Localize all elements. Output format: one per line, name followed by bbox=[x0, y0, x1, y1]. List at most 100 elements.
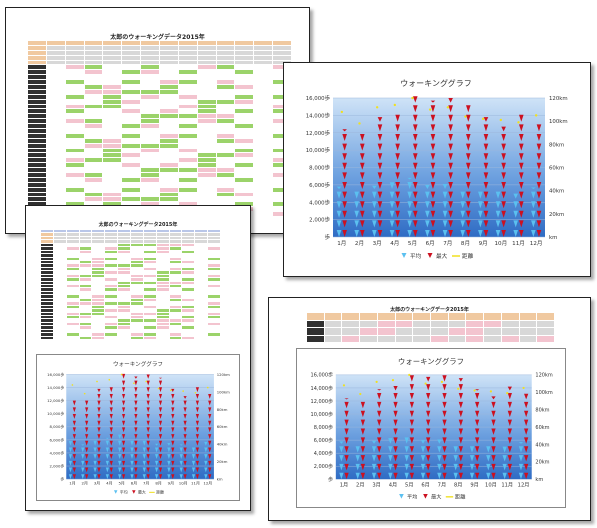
table-cell bbox=[156, 329, 170, 334]
bar-mark-avg bbox=[354, 220, 359, 228]
table-cell bbox=[254, 202, 274, 208]
y-right-tick-label: km bbox=[535, 477, 543, 483]
table-cell bbox=[103, 65, 123, 71]
bar-mark-max bbox=[466, 172, 471, 180]
bar-mark-max bbox=[536, 182, 542, 189]
table-cell bbox=[105, 264, 119, 268]
bar-mark-max bbox=[146, 400, 150, 406]
table-cell bbox=[66, 295, 80, 299]
bar-mark-max bbox=[475, 401, 480, 409]
x-tick-label: 12月 bbox=[530, 240, 543, 247]
table-cell bbox=[254, 182, 274, 188]
bar-mark-max bbox=[158, 440, 163, 446]
table-cell bbox=[103, 109, 123, 115]
table-cell bbox=[501, 320, 520, 328]
table-cell bbox=[216, 153, 236, 159]
table-cell bbox=[92, 302, 106, 306]
table-cell bbox=[103, 182, 123, 188]
bar-mark-max bbox=[430, 153, 436, 161]
table-cell bbox=[235, 158, 255, 164]
bar-mark-avg bbox=[531, 191, 536, 199]
table-cell bbox=[122, 45, 142, 51]
bar-mark-max bbox=[491, 463, 496, 471]
table-cell bbox=[143, 298, 157, 303]
table-cell bbox=[448, 328, 467, 336]
bar-mark-avg bbox=[531, 187, 536, 189]
table-cell bbox=[28, 138, 47, 144]
table-cell bbox=[156, 288, 170, 292]
table-cell bbox=[28, 187, 47, 193]
table-cell bbox=[41, 240, 54, 244]
table-cell bbox=[92, 247, 106, 251]
table-cell bbox=[118, 243, 131, 248]
y-right-tick-label: 120km bbox=[217, 372, 230, 377]
bar-mark-max bbox=[413, 124, 418, 132]
table-cell bbox=[254, 65, 274, 71]
table-cell bbox=[254, 80, 274, 85]
table-cell bbox=[143, 315, 157, 320]
table-cell bbox=[105, 288, 119, 292]
bar-mark-max bbox=[475, 392, 480, 400]
table-cell bbox=[122, 75, 142, 81]
bar-mark-max bbox=[393, 455, 398, 462]
bar-mark-avg bbox=[68, 460, 73, 466]
table-cell bbox=[141, 70, 160, 76]
table-cell bbox=[41, 295, 54, 299]
table-cell bbox=[235, 124, 255, 129]
table-cell bbox=[105, 274, 119, 279]
table-cell bbox=[79, 288, 93, 292]
bar-mark-max bbox=[507, 410, 512, 418]
bar-mark-max bbox=[430, 172, 436, 180]
bar-mark-max bbox=[483, 182, 489, 189]
table-cell bbox=[46, 80, 66, 85]
table-cell bbox=[141, 143, 160, 149]
bar-mark-max bbox=[458, 410, 463, 418]
table-cell bbox=[41, 305, 54, 310]
table-cell bbox=[66, 315, 80, 320]
bar-mark-max bbox=[466, 220, 471, 228]
legend-label: 平均 bbox=[120, 490, 128, 495]
table-cell bbox=[537, 320, 555, 328]
bar-mark-max bbox=[85, 427, 89, 433]
table-cell bbox=[105, 302, 119, 306]
table-cell bbox=[235, 75, 255, 81]
table-cell bbox=[41, 329, 54, 334]
bar-mark-max bbox=[413, 182, 418, 189]
table-cell bbox=[143, 312, 157, 316]
table-cell bbox=[208, 326, 221, 330]
table-cell bbox=[66, 250, 80, 255]
table-cell bbox=[182, 305, 196, 310]
bar-mark-max bbox=[524, 401, 529, 409]
bar-mark-max bbox=[109, 460, 113, 466]
legend-swatch bbox=[399, 494, 404, 499]
bar-mark-max bbox=[466, 124, 471, 132]
bar-mark-max bbox=[466, 191, 471, 199]
sheet-title: 太郎のウォーキングデータ2015年 bbox=[110, 34, 205, 41]
bar-mark-avg bbox=[204, 467, 208, 473]
bar-mark-avg bbox=[355, 446, 360, 453]
bar-mark-avg bbox=[425, 201, 430, 209]
bar-mark-avg bbox=[486, 446, 491, 453]
chart-title: ウォーキンググラフ bbox=[400, 78, 472, 88]
table-cell bbox=[178, 124, 198, 129]
bar-mark-avg bbox=[437, 472, 442, 480]
table-cell bbox=[118, 260, 131, 265]
x-tick-label: 5月 bbox=[118, 481, 124, 486]
table-cell bbox=[235, 197, 255, 203]
bar-mark-max bbox=[97, 460, 101, 466]
bar-mark-avg bbox=[518, 472, 524, 480]
table-cell bbox=[105, 326, 119, 330]
bar-mark-avg bbox=[407, 220, 412, 228]
bar-mark-max bbox=[121, 373, 126, 379]
bar-mark-max bbox=[519, 143, 524, 151]
bar-mark-max bbox=[158, 467, 163, 473]
x-tick-label: 11月 bbox=[512, 240, 525, 247]
bar-mark-max bbox=[448, 162, 453, 170]
table-cell bbox=[41, 250, 54, 255]
bar-mark-max bbox=[483, 134, 489, 141]
table-cell bbox=[395, 313, 414, 321]
y-left-tick-label: 6,000歩 bbox=[314, 437, 333, 444]
x-tick-label: 12月 bbox=[518, 482, 530, 489]
table-cell bbox=[53, 295, 67, 299]
bar-mark-max bbox=[109, 427, 113, 433]
